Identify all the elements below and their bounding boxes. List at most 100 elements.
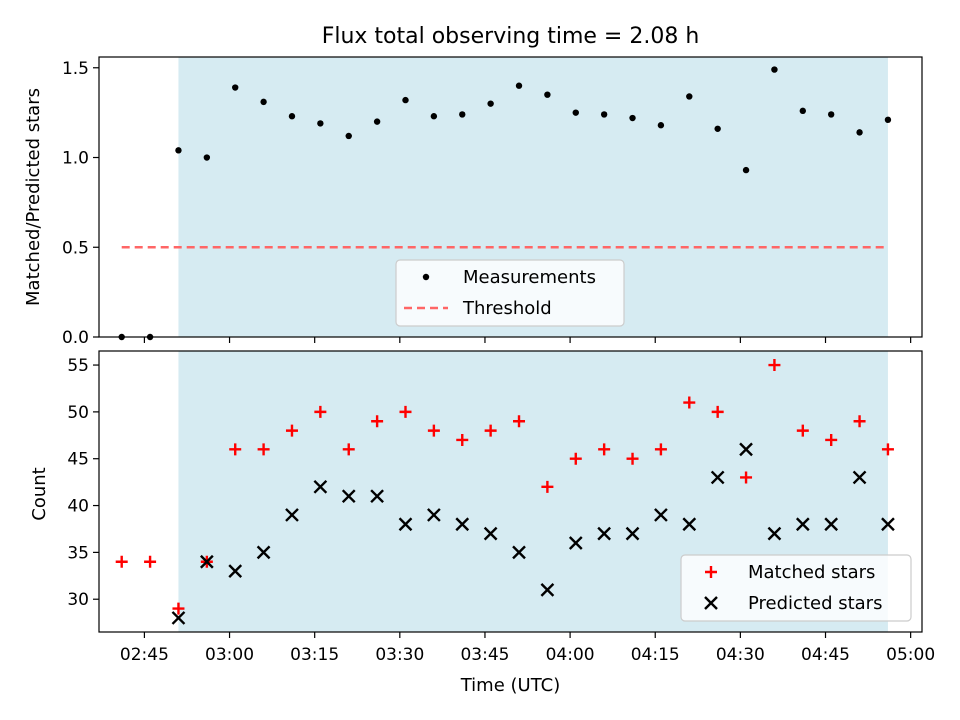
matched-star-point [881, 443, 894, 456]
axes-frame [98, 56, 923, 338]
x-tick-label: 03:00 [205, 645, 254, 665]
legend-box [680, 554, 912, 622]
count-panel: 30 35 40 45 50 55 02:45 03:00 03:15 03:30 03:45 04:… [67, 350, 935, 665]
legend-marker [704, 596, 718, 610]
measurement-point [771, 66, 778, 73]
predicted-star-point [313, 479, 328, 494]
predicted-star-point [597, 526, 612, 541]
measurement-point [515, 82, 523, 89]
top-y-axis-label: Matched/Predicted stars [23, 88, 44, 306]
measurement-point [799, 107, 807, 115]
x-axis-label: Time (UTC) [460, 675, 561, 696]
y-tick-label: 35 [67, 543, 89, 563]
measurement-point [175, 147, 182, 154]
predicted-star-point [427, 508, 441, 522]
measurement-point [742, 166, 750, 174]
x-tick-label: 05:00 [886, 645, 935, 665]
predicted-star-point [710, 470, 725, 485]
predicted-star-point [654, 508, 668, 522]
measurement-point [827, 111, 835, 118]
chart-title: Flux total observing time = 2.08 h [322, 24, 700, 49]
predicted-star-point [852, 470, 867, 485]
predicted-star-point [568, 536, 583, 550]
measurement-point [714, 125, 721, 132]
legend-marker [705, 566, 717, 578]
matched-star-point [825, 433, 838, 446]
y-tick-label: 30 [67, 590, 89, 610]
series-matched-stars [115, 359, 894, 615]
predicted-star-point [341, 489, 356, 504]
predicted-star-point [285, 508, 299, 522]
legend-marker [422, 273, 430, 281]
legend-label: Matched stars [748, 562, 875, 583]
ratio-panel: 0.0 0.5 1.0 1.5 Measurements Threshold [62, 56, 923, 348]
measurement-point [629, 114, 636, 122]
matched-star-point [484, 424, 497, 437]
predicted-star-point [682, 517, 697, 532]
matched-star-point [740, 471, 753, 484]
predicted-star-point [455, 517, 470, 532]
predicted-star-point [795, 517, 810, 532]
measurement-point [856, 129, 863, 136]
legend-box [395, 259, 625, 327]
y-tick-label: 45 [67, 450, 89, 470]
predicted-star-point [171, 611, 186, 625]
series-measurements [118, 66, 892, 341]
matched-star-point [456, 433, 469, 446]
predicted-star-point [881, 517, 895, 532]
predicted-star-point [256, 545, 271, 560]
x-tick-label: 03:45 [460, 645, 509, 665]
matched-star-point [796, 424, 809, 437]
matched-star-point [711, 405, 724, 418]
matched-star-point [626, 452, 639, 465]
x-tick-label: 04:15 [631, 645, 680, 665]
legend-label: Predicted stars [748, 593, 882, 614]
legend: Measurements Threshold [395, 259, 625, 327]
measurement-point [544, 91, 551, 98]
series-predicted-stars [171, 442, 895, 625]
x-tick-label: 03:15 [290, 645, 339, 665]
predicted-star-point [483, 526, 498, 541]
matched-star-point [598, 443, 611, 456]
legend: Matched stars Predicted stars [680, 554, 912, 622]
y-tick-label: 50 [67, 403, 89, 423]
axes-frame [98, 350, 923, 633]
predicted-star-point [228, 564, 243, 578]
matched-star-point [172, 602, 185, 615]
measurement-point [373, 118, 381, 125]
measurement-point [288, 113, 296, 120]
predicted-star-point [739, 442, 753, 457]
y-tick-label: 1.5 [62, 59, 89, 79]
predicted-star-point [767, 526, 782, 541]
predicted-star-point [199, 554, 214, 569]
measurement-point [430, 113, 438, 120]
measurement-point [884, 116, 892, 124]
x-tick-label: 04:00 [546, 645, 595, 665]
matched-star-point [229, 443, 242, 456]
measurement-point [203, 154, 211, 161]
y-tick-label: 0.0 [62, 328, 89, 348]
matched-star-point [115, 555, 128, 568]
matched-star-point [399, 405, 412, 418]
predicted-star-point [398, 517, 413, 532]
measurement-point [572, 109, 579, 116]
bottom-y-axis-label: Count [29, 467, 50, 520]
predicted-star-point [370, 489, 384, 504]
x-tick-label: 04:30 [716, 645, 765, 665]
x-tick-label: 03:30 [375, 645, 424, 665]
matched-star-point [144, 555, 157, 568]
predicted-star-point [540, 583, 555, 597]
matched-star-point [427, 424, 440, 437]
predicted-star-point [824, 517, 839, 532]
matched-star-point [853, 415, 866, 428]
matched-star-point [257, 443, 270, 456]
predicted-star-point [512, 545, 526, 560]
x-tick-label: 04:45 [801, 645, 850, 665]
measurement-point [600, 111, 608, 118]
matched-star-point [285, 424, 298, 437]
predicted-star-point [625, 526, 640, 541]
matched-star-point [342, 443, 355, 456]
measurement-point [402, 96, 409, 104]
measurement-point [232, 84, 239, 91]
